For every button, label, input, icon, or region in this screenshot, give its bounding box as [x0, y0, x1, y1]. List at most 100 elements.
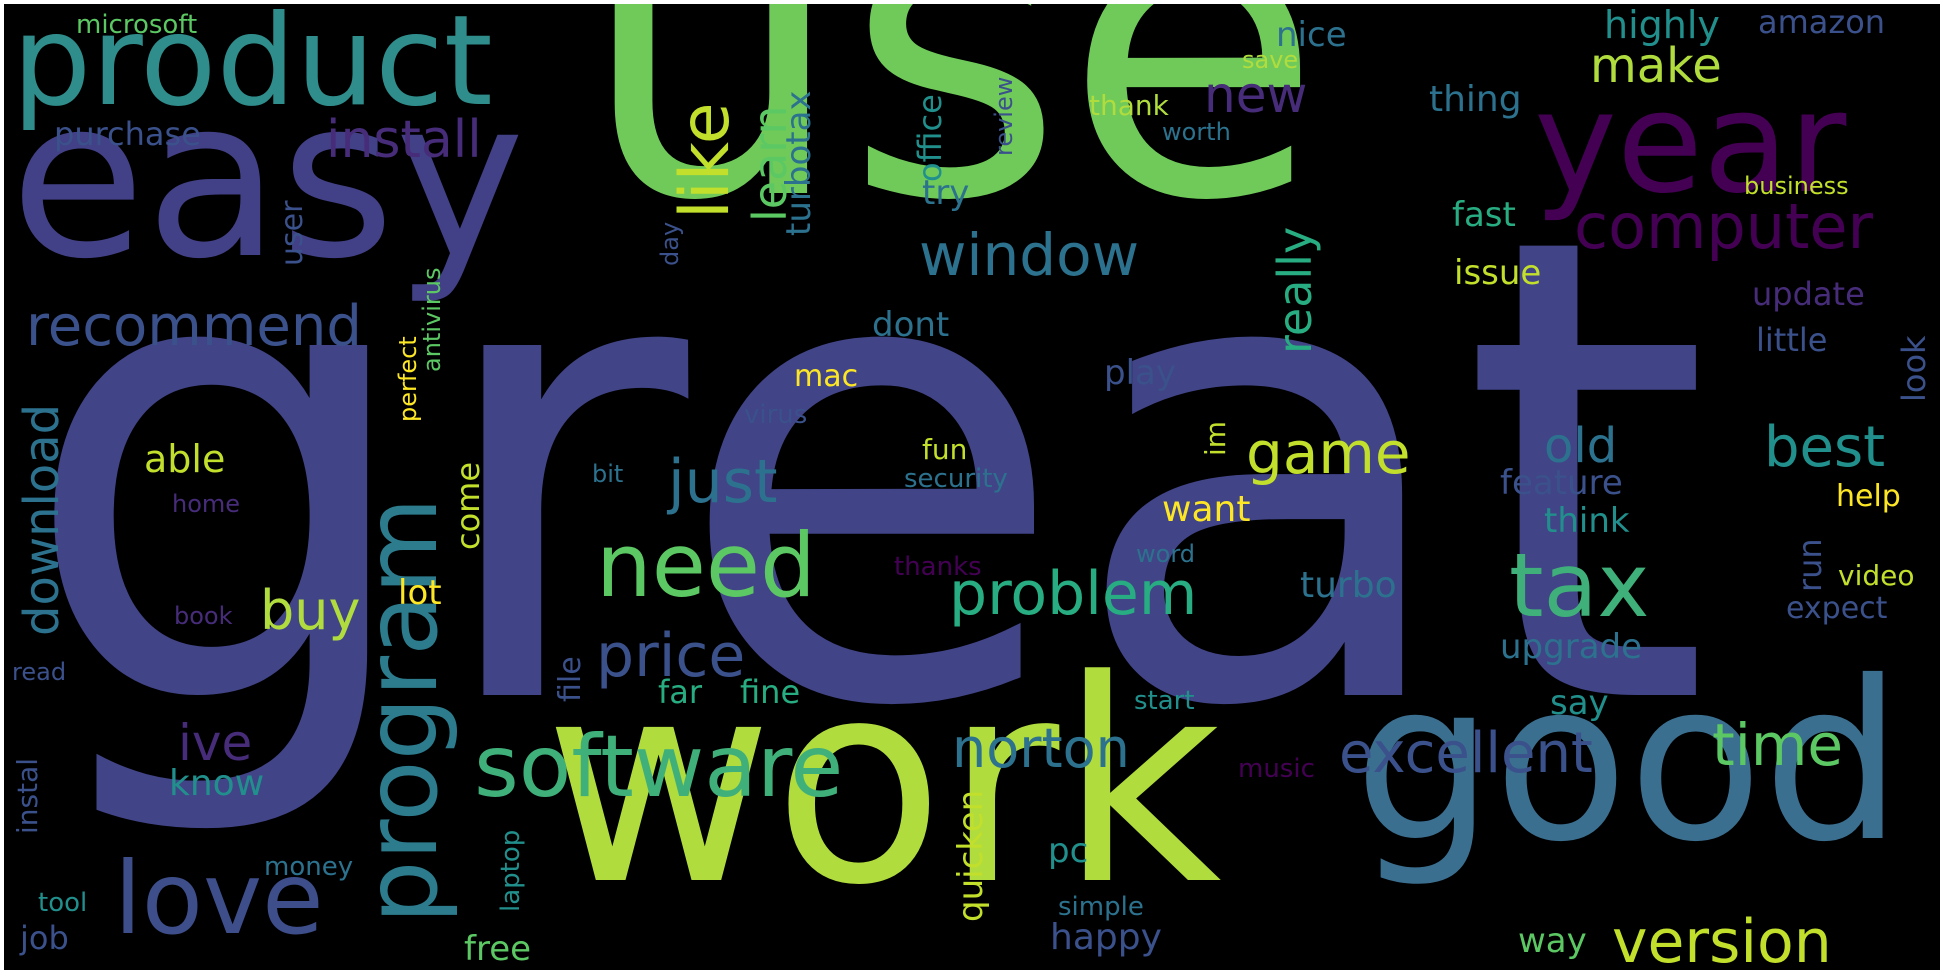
- word-excellent: excellent: [1339, 721, 1593, 786]
- word-play: play: [1104, 353, 1176, 393]
- word-little: little: [1756, 321, 1828, 359]
- word-thank: thank: [1089, 89, 1169, 122]
- word-window: window: [919, 221, 1140, 289]
- word-day: day: [656, 221, 684, 266]
- word-version: version: [1612, 907, 1832, 970]
- word-fun: fun: [922, 433, 968, 466]
- word-computer: computer: [1574, 190, 1874, 263]
- word-need: need: [596, 514, 816, 617]
- word-thing: thing: [1429, 79, 1522, 120]
- word-free: free: [464, 929, 532, 969]
- word-nice: nice: [1276, 15, 1347, 55]
- word-lot: lot: [398, 573, 442, 613]
- word-update: update: [1752, 275, 1865, 313]
- word-work: work: [544, 621, 1222, 947]
- word-easy: easy: [10, 51, 525, 307]
- word-money: money: [264, 852, 354, 882]
- word-want: want: [1162, 489, 1251, 530]
- word-book: book: [174, 602, 233, 630]
- word-tool: tool: [38, 888, 88, 918]
- word-look: look: [1895, 335, 1933, 402]
- word-feature: feature: [1500, 463, 1623, 503]
- word-far: far: [658, 673, 703, 711]
- word-able: able: [144, 437, 226, 481]
- word-upgrade: upgrade: [1500, 627, 1643, 667]
- word-read: read: [12, 658, 67, 686]
- word-fine: fine: [740, 673, 801, 711]
- word-word: word: [1136, 540, 1195, 568]
- word-norton: norton: [952, 717, 1130, 780]
- word-buy: buy: [260, 579, 361, 642]
- word-love: love: [114, 840, 324, 957]
- word-thanks: thanks: [894, 552, 982, 582]
- word-file: file: [553, 656, 588, 702]
- word-say: say: [1550, 683, 1609, 723]
- word-install: install: [326, 110, 482, 170]
- word-purchase: purchase: [54, 115, 201, 153]
- word-time: time: [1712, 711, 1844, 779]
- word-business: business: [1744, 172, 1849, 200]
- word-problem: problem: [949, 559, 1198, 629]
- word-bit: bit: [592, 460, 624, 488]
- word-year: year: [1534, 62, 1847, 225]
- word-happy: happy: [1050, 917, 1162, 958]
- word-security: security: [904, 464, 1008, 494]
- word-turbotax: turbotax: [779, 90, 819, 236]
- word-download: download: [14, 403, 70, 636]
- word-instal: instal: [11, 757, 44, 834]
- word-just: just: [668, 447, 778, 517]
- word-review: review: [990, 76, 1018, 156]
- word-help: help: [1836, 479, 1901, 514]
- word-best: best: [1764, 415, 1886, 480]
- word-antivirus: antivirus: [418, 267, 446, 372]
- word-start: start: [1134, 686, 1195, 716]
- word-software: software: [474, 717, 844, 817]
- word-video: video: [1838, 559, 1915, 592]
- word-cloud: use great work good easy product year pr…: [4, 4, 1940, 970]
- word-game: game: [1246, 419, 1411, 487]
- word-use: use: [579, 4, 1323, 293]
- word-recommend: recommend: [26, 294, 362, 359]
- word-price: price: [596, 621, 746, 691]
- word-perfect: perfect: [394, 336, 422, 422]
- word-new: new: [1204, 66, 1308, 124]
- word-user: user: [275, 200, 310, 266]
- word-home: home: [172, 490, 241, 518]
- word-really: really: [1268, 226, 1322, 354]
- word-tax: tax: [1509, 534, 1650, 637]
- word-turbo: turbo: [1300, 565, 1397, 606]
- word-expect: expect: [1786, 591, 1888, 626]
- word-quicken: quicken: [951, 789, 991, 922]
- word-way: way: [1518, 921, 1587, 961]
- word-dont: dont: [872, 305, 950, 345]
- word-like: like: [666, 102, 745, 219]
- word-mac: mac: [794, 359, 859, 394]
- word-im: im: [1199, 420, 1232, 456]
- word-amazon: amazon: [1758, 4, 1886, 41]
- word-save: save: [1242, 46, 1299, 74]
- word-program: program: [343, 497, 460, 924]
- word-issue: issue: [1454, 253, 1542, 293]
- word-job: job: [20, 919, 69, 957]
- word-fast: fast: [1452, 195, 1516, 235]
- word-microsoft: microsoft: [76, 10, 198, 40]
- word-virus: virus: [744, 400, 808, 430]
- word-old: old: [1544, 418, 1618, 474]
- word-ive: ive: [178, 714, 253, 772]
- word-know: know: [169, 763, 265, 804]
- word-come: come: [449, 461, 487, 550]
- word-run: run: [1791, 538, 1829, 592]
- word-try: try: [922, 173, 970, 213]
- word-pc: pc: [1048, 831, 1089, 871]
- word-think: think: [1544, 501, 1630, 541]
- word-worth: worth: [1162, 118, 1231, 146]
- word-product: product: [12, 4, 493, 134]
- word-make: make: [1590, 38, 1722, 94]
- word-office: office: [911, 94, 949, 182]
- word-laptop: laptop: [496, 829, 526, 912]
- word-simple: simple: [1058, 892, 1144, 922]
- word-music: music: [1238, 754, 1315, 784]
- word-good: good: [1354, 634, 1903, 890]
- word-great: great: [19, 101, 1712, 846]
- word-highly: highly: [1604, 4, 1720, 47]
